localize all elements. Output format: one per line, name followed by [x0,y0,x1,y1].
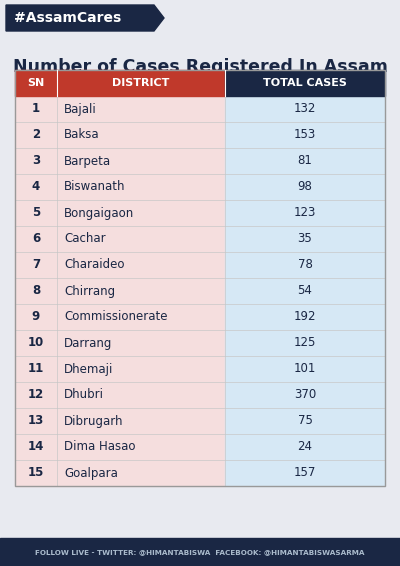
Text: 123: 123 [294,207,316,220]
Text: 1: 1 [32,102,40,115]
Text: Dima Hasao: Dima Hasao [64,440,136,453]
Text: 153: 153 [294,128,316,142]
Text: 24: 24 [298,440,312,453]
Text: Cachar: Cachar [64,233,106,246]
Bar [15,70,385,486]
Text: #AssamCares: #AssamCares [14,11,121,25]
Text: 125: 125 [294,337,316,349]
Text: 370: 370 [294,388,316,401]
Text: Against Child Marriage: Against Child Marriage [88,80,312,98]
Text: SN: SN [27,78,45,88]
Bar [15,356,225,382]
Text: 4: 4 [32,181,40,194]
Bar [225,148,385,174]
Bar [15,70,57,96]
Text: Bajali: Bajali [64,102,97,115]
Text: Biswanath: Biswanath [64,181,126,194]
Text: Baksa: Baksa [64,128,100,142]
Text: 81: 81 [298,155,312,168]
Bar [0,0,400,36]
Bar [15,304,225,330]
Text: 8: 8 [32,285,40,298]
Text: 35: 35 [298,233,312,246]
Text: 54: 54 [298,285,312,298]
Bar [15,330,225,356]
Text: 5: 5 [32,207,40,220]
Text: 192: 192 [294,311,316,324]
Text: Commissionerate: Commissionerate [64,311,168,324]
Text: Darrang: Darrang [64,337,112,349]
Text: DISTRICT: DISTRICT [112,78,170,88]
Bar [225,96,385,122]
Bar [15,200,225,226]
Text: 6: 6 [32,233,40,246]
Text: Goalpara: Goalpara [64,466,118,479]
Text: Dibrugarh: Dibrugarh [64,414,124,427]
Text: Bongaigaon: Bongaigaon [64,207,134,220]
Text: 15: 15 [28,466,44,479]
Bar [225,434,385,460]
Bar [225,382,385,408]
Bar [225,356,385,382]
Bar [15,122,225,148]
Polygon shape [6,5,164,31]
Bar [225,122,385,148]
Bar [15,382,225,408]
Text: Dhemaji: Dhemaji [64,362,113,375]
Text: 12: 12 [28,388,44,401]
Text: TOTAL CASES: TOTAL CASES [263,78,347,88]
Bar [15,460,225,486]
Bar [57,70,225,96]
Bar [0,538,400,566]
Text: 98: 98 [298,181,312,194]
Text: 2: 2 [32,128,40,142]
Bar [15,226,225,252]
Text: 7: 7 [32,259,40,272]
Bar [225,200,385,226]
Text: 11: 11 [28,362,44,375]
Bar [15,278,225,304]
Bar [15,96,225,122]
Text: 75: 75 [298,414,312,427]
Text: Number of Cases Registered In Assam: Number of Cases Registered In Assam [12,58,388,76]
Bar [225,460,385,486]
Bar [15,408,225,434]
Text: Charaideo: Charaideo [64,259,124,272]
Bar [225,252,385,278]
Text: 10: 10 [28,337,44,349]
Text: 3: 3 [32,155,40,168]
Text: 13: 13 [28,414,44,427]
Bar [225,304,385,330]
Text: Chirrang: Chirrang [64,285,115,298]
Bar [225,408,385,434]
Text: Dhubri: Dhubri [64,388,104,401]
Text: 132: 132 [294,102,316,115]
Text: 101: 101 [294,362,316,375]
Bar [225,226,385,252]
Bar [15,174,225,200]
Bar [15,252,225,278]
Text: 78: 78 [298,259,312,272]
Bar [225,278,385,304]
Text: FOLLOW LIVE - TWITTER: @HIMANTABISWA  FACEBOOK: @HIMANTABISWASARMA: FOLLOW LIVE - TWITTER: @HIMANTABISWA FAC… [35,549,365,555]
Bar [15,434,225,460]
Text: 14: 14 [28,440,44,453]
Bar [225,70,385,96]
Bar [15,148,225,174]
Bar [225,330,385,356]
Text: Barpeta: Barpeta [64,155,111,168]
Text: 9: 9 [32,311,40,324]
Text: 157: 157 [294,466,316,479]
Bar [225,174,385,200]
